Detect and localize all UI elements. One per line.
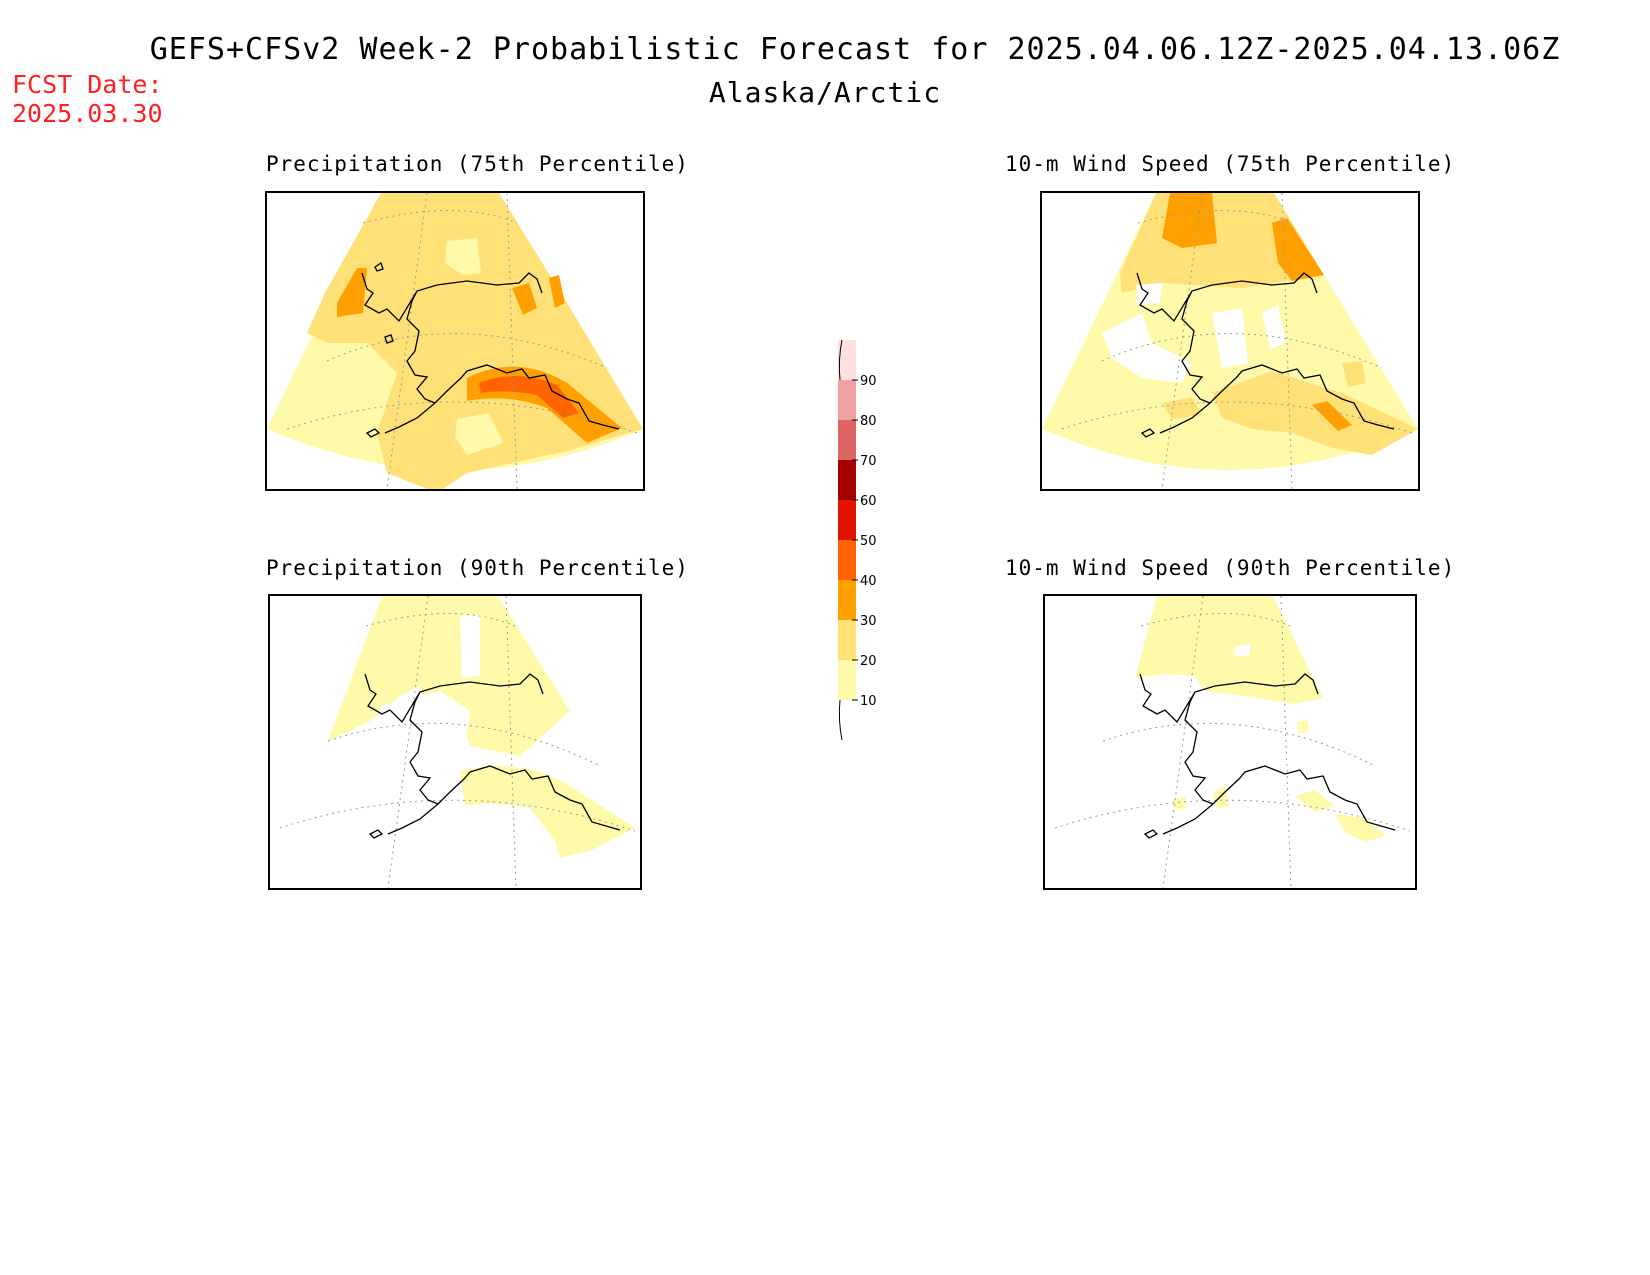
colorbar-swatch: [838, 460, 856, 500]
below-10-north: [1136, 283, 1162, 305]
prob-contour-10-inner: [445, 238, 481, 275]
below-10-north: [460, 614, 480, 678]
colorbar-tick-label: 90: [860, 374, 877, 389]
colorbar-tick-label: 80: [860, 414, 877, 429]
prob-contour-30-ne: [1272, 218, 1324, 281]
colorbar-swatch: [838, 500, 856, 540]
panel-title-wind-90: 10-m Wind Speed (90th Percentile): [1005, 556, 1456, 580]
colorbar-swatch: [838, 540, 856, 580]
colorbar-swatch: [838, 580, 856, 620]
island-2: [384, 334, 394, 344]
prob-contour-10-south: [1295, 790, 1335, 812]
prob-contour-20-patch-2: [1342, 361, 1366, 387]
colorbar-tick-label: 40: [860, 574, 877, 589]
prob-contour-30-south: [1312, 401, 1352, 431]
island-1: [1140, 428, 1156, 438]
graticule: [1061, 193, 1413, 489]
map-panel-wind-90: [1043, 594, 1417, 890]
colorbar-tick-label: 10: [860, 694, 877, 709]
coastline: [1139, 673, 1396, 835]
prob-contour-30-nw: [337, 268, 367, 317]
prob-contour-10-south: [460, 766, 635, 858]
fcst-date-value: 2025.03.30: [12, 99, 163, 128]
island-1: [368, 829, 384, 839]
colorbar-tick-label: 20: [860, 654, 877, 669]
colorbar-swatch: [838, 660, 856, 700]
below-10-west: [1102, 313, 1192, 383]
prob-contour-30-ne: [512, 283, 537, 315]
prob-contour-30-n: [549, 275, 565, 308]
below-10-central: [1212, 308, 1248, 368]
colorbar: 10 20 30 40 50 60 70 80 90: [838, 339, 877, 741]
coastline: [1136, 272, 1395, 434]
graticule: [286, 193, 638, 489]
below-10-north-2: [380, 691, 470, 746]
island-1: [365, 428, 381, 438]
colorbar-swatch: [838, 420, 856, 460]
island-1: [1143, 829, 1159, 839]
graticule: [279, 596, 636, 888]
graticule: [1054, 596, 1411, 888]
panel-title-wind-75: 10-m Wind Speed (75th Percentile): [1005, 152, 1456, 176]
prob-contour-20-south: [1212, 371, 1418, 455]
colorbar-tick-label: 60: [860, 494, 877, 509]
prob-contour-10-spot: [1297, 720, 1309, 734]
prob-contour-10-inner-2: [455, 413, 503, 455]
coastline: [361, 272, 620, 434]
colorbar-swatch: [838, 620, 856, 660]
colorbar-tick-label: 70: [860, 454, 877, 469]
prob-contour-30-nw: [1162, 193, 1217, 248]
colorbar-tick-label: 30: [860, 614, 877, 629]
colorbar-swatch: [838, 340, 856, 380]
prob-contour-40: [479, 375, 579, 418]
colorbar-bottom-cap: [838, 699, 843, 741]
panel-title-precip-75: Precipitation (75th Percentile): [266, 152, 689, 176]
map-panel-precip-90: [268, 594, 642, 890]
island-3: [374, 261, 384, 272]
below-10-hole: [1235, 644, 1251, 656]
prob-contour-10-north: [328, 596, 570, 756]
coastline: [364, 673, 621, 835]
map-panel-precip-75: [265, 191, 645, 491]
map-panel-wind-75: [1040, 191, 1420, 491]
colorbar-tick-label: 50: [860, 534, 877, 549]
prob-contour-10-south-2: [1335, 814, 1385, 842]
region-subtitle: Alaska/Arctic: [708, 76, 942, 109]
prob-contour-10-south-3: [1173, 796, 1187, 810]
colorbar-top-cap: [838, 339, 843, 381]
prob-contour-10-north: [1135, 596, 1323, 704]
panel-title-precip-90: Precipitation (90th Percentile): [266, 556, 689, 580]
below-10-central-2: [1262, 305, 1286, 349]
main-title: GEFS+CFSv2 Week-2 Probabilistic Forecast…: [149, 32, 1561, 67]
fcst-date-label: FCST Date:: [12, 70, 163, 99]
colorbar-swatch: [838, 380, 856, 420]
